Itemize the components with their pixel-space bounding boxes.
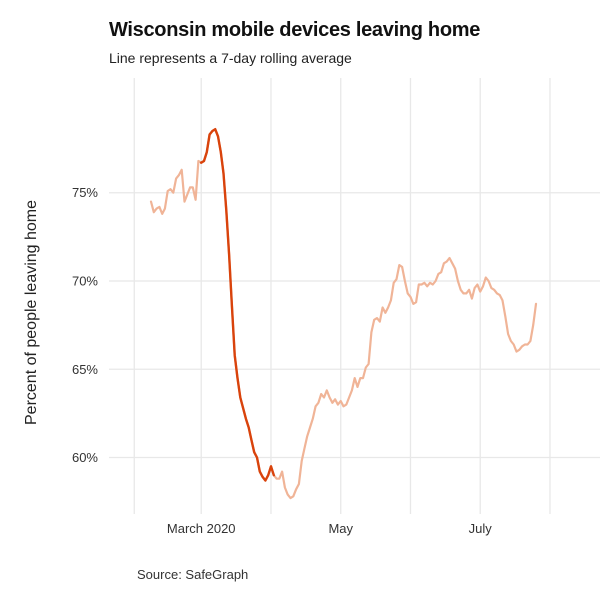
grid-layer [109,78,600,514]
y-tick-label: 65% [72,362,98,377]
highlight-line [200,127,275,482]
x-tick-label: May [328,521,353,536]
source-note: Source: SafeGraph [137,567,249,582]
chart-title: Wisconsin mobile devices leaving home [109,19,481,41]
x-tick-label: July [469,521,493,536]
y-tick-label: 70% [72,273,98,288]
y-tick-label: 60% [72,450,98,465]
tick-layer: 60% 65% 70% 75% March 2020 May July [72,185,492,536]
series-line [149,128,538,500]
chart-subtitle: Line represents a 7-day rolling average [109,50,352,66]
y-tick-label: 75% [72,185,98,200]
x-tick-label: March 2020 [167,521,236,536]
line-layer [149,127,538,500]
